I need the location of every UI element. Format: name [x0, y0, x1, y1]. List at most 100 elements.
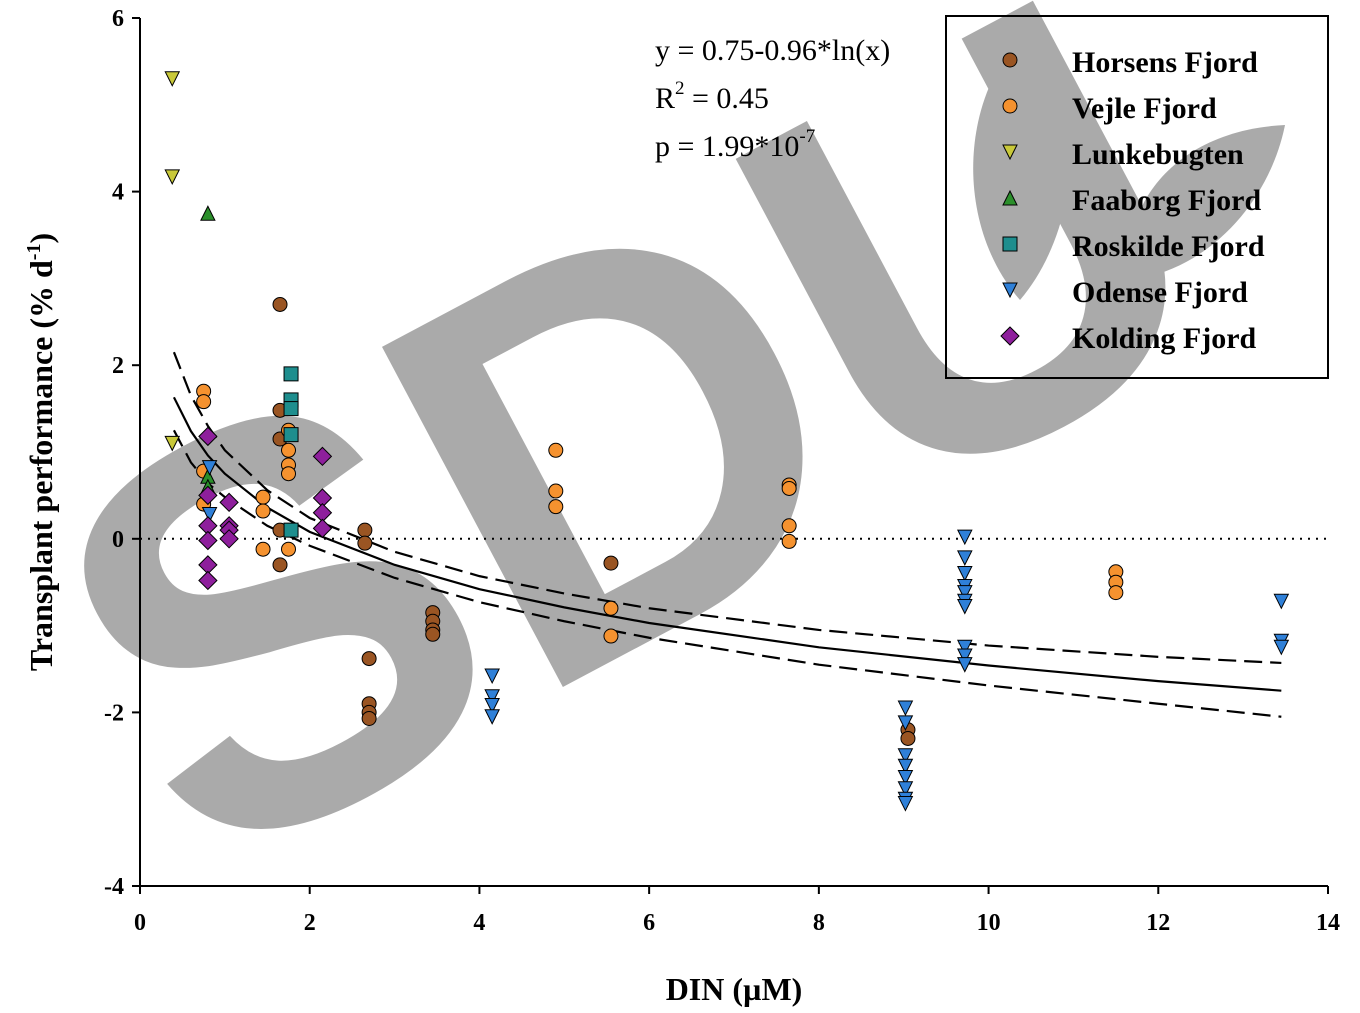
data-point — [283, 522, 299, 538]
legend-marker — [1002, 189, 1018, 206]
data-point — [603, 628, 619, 644]
data-point — [361, 651, 377, 667]
data-point — [897, 748, 914, 764]
annotation: p = 1.99*10-7 — [655, 126, 815, 163]
data-point — [198, 426, 218, 447]
x-axis-label: DIN (µM) — [666, 971, 803, 1007]
data-point — [272, 557, 288, 573]
y-tick-label: 4 — [112, 180, 124, 206]
legend-label: Kolding Fjord — [1072, 322, 1257, 355]
data-point — [219, 529, 239, 549]
annotation-text: p = 1.99*10 — [655, 130, 799, 163]
data-point — [272, 296, 288, 312]
data-point — [201, 460, 218, 476]
data-point — [548, 483, 564, 499]
data-point — [164, 435, 181, 452]
annotation-text: y = 0.75-0.96*ln(x) — [655, 34, 890, 67]
data-point — [957, 566, 973, 582]
data-point — [281, 466, 296, 482]
legend-marker — [1002, 144, 1018, 161]
legend-marker — [1002, 236, 1018, 252]
data-point — [255, 489, 271, 505]
data-point — [312, 518, 333, 539]
x-tick-label: 8 — [813, 910, 825, 936]
y-label-text: Transplant performance (% d — [23, 260, 59, 671]
data-point — [1273, 593, 1290, 610]
data-point — [603, 555, 619, 571]
y-tick-label: -2 — [104, 700, 124, 726]
annotation-sup: -7 — [799, 126, 815, 147]
data-point — [897, 700, 914, 717]
data-point — [219, 492, 239, 513]
y-tick-label: 6 — [112, 6, 124, 32]
annotation: y = 0.75-0.96*ln(x) — [655, 34, 890, 67]
data-point — [957, 657, 973, 673]
x-tick-label: 6 — [643, 910, 655, 936]
data-point — [200, 205, 216, 221]
data-point — [484, 689, 500, 705]
legend-label: Vejle Fjord — [1072, 92, 1217, 125]
legend-marker — [1002, 52, 1018, 68]
legend-marker — [1002, 98, 1018, 114]
data-point — [357, 522, 373, 538]
annotation-text: = 0.45 — [685, 82, 769, 115]
legend-label: Lunkebugten — [1072, 138, 1244, 171]
legend-label: Roskilde Fjord — [1072, 230, 1265, 263]
data-point — [283, 401, 299, 417]
data-point — [1273, 639, 1290, 656]
data-point — [1108, 585, 1124, 601]
data-point — [548, 442, 564, 458]
data-point — [283, 427, 299, 443]
data-point — [281, 541, 296, 557]
watermark-leaf — [1128, 125, 1285, 280]
data-point — [957, 529, 973, 546]
data-point — [781, 480, 797, 496]
data-point — [196, 394, 212, 410]
data-point — [781, 518, 797, 534]
data-point — [603, 600, 619, 616]
data-point — [198, 530, 218, 551]
y-label-sup: -1 — [23, 244, 45, 261]
data-point — [484, 697, 500, 714]
data-point — [164, 169, 181, 185]
legend-label: Faaborg Fjord — [1072, 184, 1261, 217]
data-point — [484, 709, 500, 725]
y-label-end: ) — [23, 233, 59, 244]
data-point — [548, 499, 564, 515]
data-point — [897, 770, 914, 786]
x-tick-label: 10 — [977, 910, 1001, 936]
data-point — [198, 570, 218, 591]
legend-marker — [1000, 326, 1020, 346]
data-point — [781, 533, 797, 549]
data-point — [312, 446, 333, 467]
legend-label: Odense Fjord — [1072, 276, 1248, 309]
x-tick-label: 12 — [1146, 910, 1170, 936]
data-point — [283, 366, 299, 382]
data-point — [484, 668, 500, 685]
data-point — [957, 585, 973, 601]
data-point — [897, 758, 914, 775]
annotation-text: R — [655, 82, 675, 115]
x-tick-label: 0 — [134, 910, 146, 936]
x-tick-label: 4 — [473, 910, 485, 936]
data-point — [201, 506, 218, 523]
annotation: R2 = 0.45 — [655, 78, 769, 115]
annotation-sup: 2 — [675, 78, 685, 99]
data-point — [255, 503, 271, 519]
watermark-leaf — [973, 20, 1073, 300]
legend-marker — [1002, 282, 1018, 299]
data-point — [361, 710, 377, 726]
data-point — [255, 541, 271, 557]
x-tick-label: 14 — [1316, 910, 1340, 936]
y-tick-label: 2 — [112, 353, 124, 379]
y-axis-label: Transplant performance (% d-1) — [23, 233, 59, 671]
legend-box — [945, 15, 1329, 379]
data-point — [281, 442, 296, 458]
data-point — [957, 599, 973, 615]
y-tick-label: 0 — [112, 527, 124, 553]
legend-label: Horsens Fjord — [1072, 46, 1258, 79]
data-point — [957, 639, 973, 656]
data-point — [198, 485, 218, 506]
data-point — [425, 626, 441, 642]
